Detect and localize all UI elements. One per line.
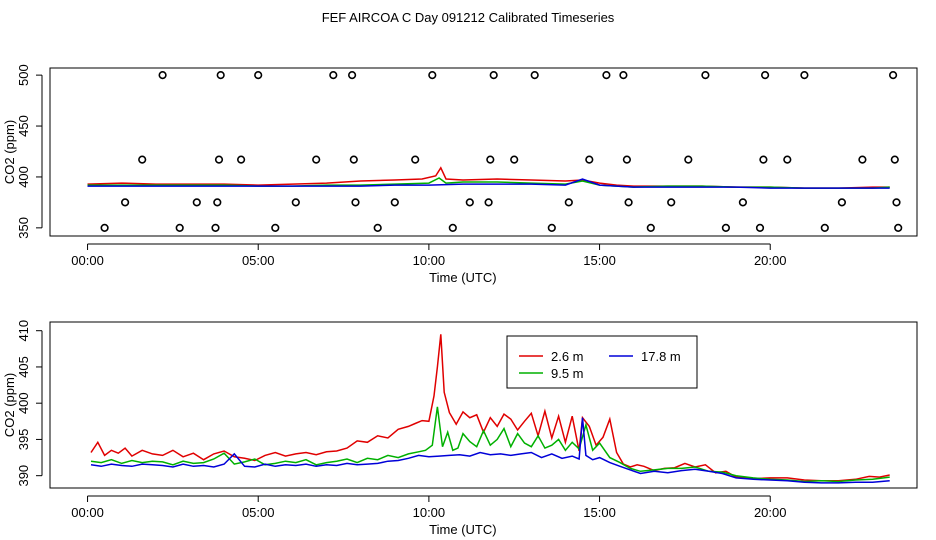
status-marker (783, 155, 792, 164)
status-marker (894, 223, 903, 232)
status-marker (348, 70, 357, 80)
bottom-x-axis-label: Time (UTC) (429, 522, 496, 537)
x-tick-label: 10:00 (413, 505, 446, 520)
y-tick-label: 350 (16, 217, 31, 239)
status-marker (138, 155, 147, 164)
y-tick-label: 395 (16, 429, 31, 451)
x-tick-label: 05:00 (242, 505, 275, 520)
status-marker (465, 198, 474, 207)
status-marker (759, 155, 768, 164)
bottom-series-line-2-6-m (90, 334, 890, 482)
status-marker (211, 223, 220, 232)
x-tick-label: 00:00 (71, 253, 104, 268)
x-tick-label: 15:00 (583, 505, 616, 520)
status-marker (489, 70, 498, 80)
status-marker (667, 198, 676, 207)
status-marker (158, 70, 167, 80)
status-marker (820, 223, 829, 232)
status-marker (214, 155, 224, 164)
status-marker (755, 223, 765, 232)
x-tick-label: 20:00 (754, 505, 787, 520)
y-tick-label: 405 (16, 356, 31, 378)
status-marker (192, 198, 201, 207)
status-marker (585, 155, 594, 164)
status-marker (510, 155, 519, 164)
x-tick-label: 05:00 (242, 253, 275, 268)
y-tick-label: 500 (16, 64, 31, 86)
y-tick-label: 410 (16, 320, 31, 342)
status-marker (530, 70, 539, 80)
legend-label-9-5-m: 9.5 m (551, 366, 584, 381)
status-marker (216, 70, 225, 80)
bottom-plot-frame (49, 321, 918, 489)
status-marker (800, 70, 809, 80)
y-tick-label: 400 (16, 392, 31, 414)
legend-box (506, 335, 698, 389)
top-plot-frame (49, 67, 918, 237)
status-marker (254, 70, 263, 80)
status-marker (547, 223, 556, 232)
status-marker (484, 198, 493, 207)
status-marker (312, 155, 321, 164)
status-marker (120, 198, 130, 207)
status-marker (892, 198, 901, 207)
status-marker (738, 198, 748, 207)
status-marker (100, 223, 109, 232)
top-x-axis-label: Time (UTC) (429, 270, 496, 285)
status-marker (837, 198, 847, 207)
legend-label-17-8-m: 17.8 m (641, 349, 681, 364)
status-marker (390, 198, 399, 207)
figure-title: FEF AIRCOA C Day 091212 Calibrated Times… (322, 10, 615, 25)
status-marker (213, 198, 222, 207)
x-tick-label: 10:00 (413, 253, 446, 268)
bottom-panel: 00:00 05:00 10:00 15:00 20:00 Time (UTC) 390 39… (2, 320, 918, 537)
status-marker (890, 155, 899, 164)
status-marker (237, 155, 246, 164)
bottom-series-line-9-5-m (90, 406, 890, 483)
status-marker (411, 155, 420, 164)
status-marker (175, 223, 184, 232)
status-marker (448, 223, 457, 232)
bottom-series-line-17-8-m (90, 417, 890, 484)
legend-label-2-6-m: 2.6 m (551, 349, 584, 364)
x-tick-label: 15:00 (583, 253, 616, 268)
status-marker (373, 223, 382, 232)
x-tick-label: 00:00 (71, 505, 104, 520)
status-marker (721, 223, 731, 232)
y-tick-label: 450 (16, 115, 31, 137)
status-marker (351, 198, 360, 207)
status-marker (622, 155, 632, 164)
status-marker (329, 70, 338, 80)
status-marker (619, 70, 628, 80)
status-marker (701, 70, 710, 80)
status-marker (291, 198, 300, 207)
y-tick-label: 390 (16, 465, 31, 487)
status-marker (624, 198, 633, 207)
status-marker (349, 155, 358, 164)
status-marker (486, 155, 495, 164)
legend: 2.6 m 17.8 m 9.5 m (506, 335, 698, 389)
y-tick-label: 400 (16, 166, 31, 188)
status-marker (858, 155, 867, 164)
status-marker (428, 70, 437, 80)
status-marker (888, 70, 898, 80)
x-tick-label: 20:00 (754, 253, 787, 268)
status-marker (646, 223, 655, 232)
top-panel: 00:00 05:00 10:00 15:00 20:00 Time (UTC) 350 40… (2, 64, 918, 285)
top-y-axis-label: CO2 (ppm) (2, 120, 17, 184)
status-marker (602, 70, 611, 80)
top-series-line-17-8-m (87, 178, 890, 189)
status-marker (271, 223, 280, 232)
status-marker (684, 155, 693, 164)
bottom-y-axis-label: CO2 (ppm) (2, 373, 17, 437)
status-marker (760, 70, 770, 80)
status-marker (564, 198, 573, 207)
